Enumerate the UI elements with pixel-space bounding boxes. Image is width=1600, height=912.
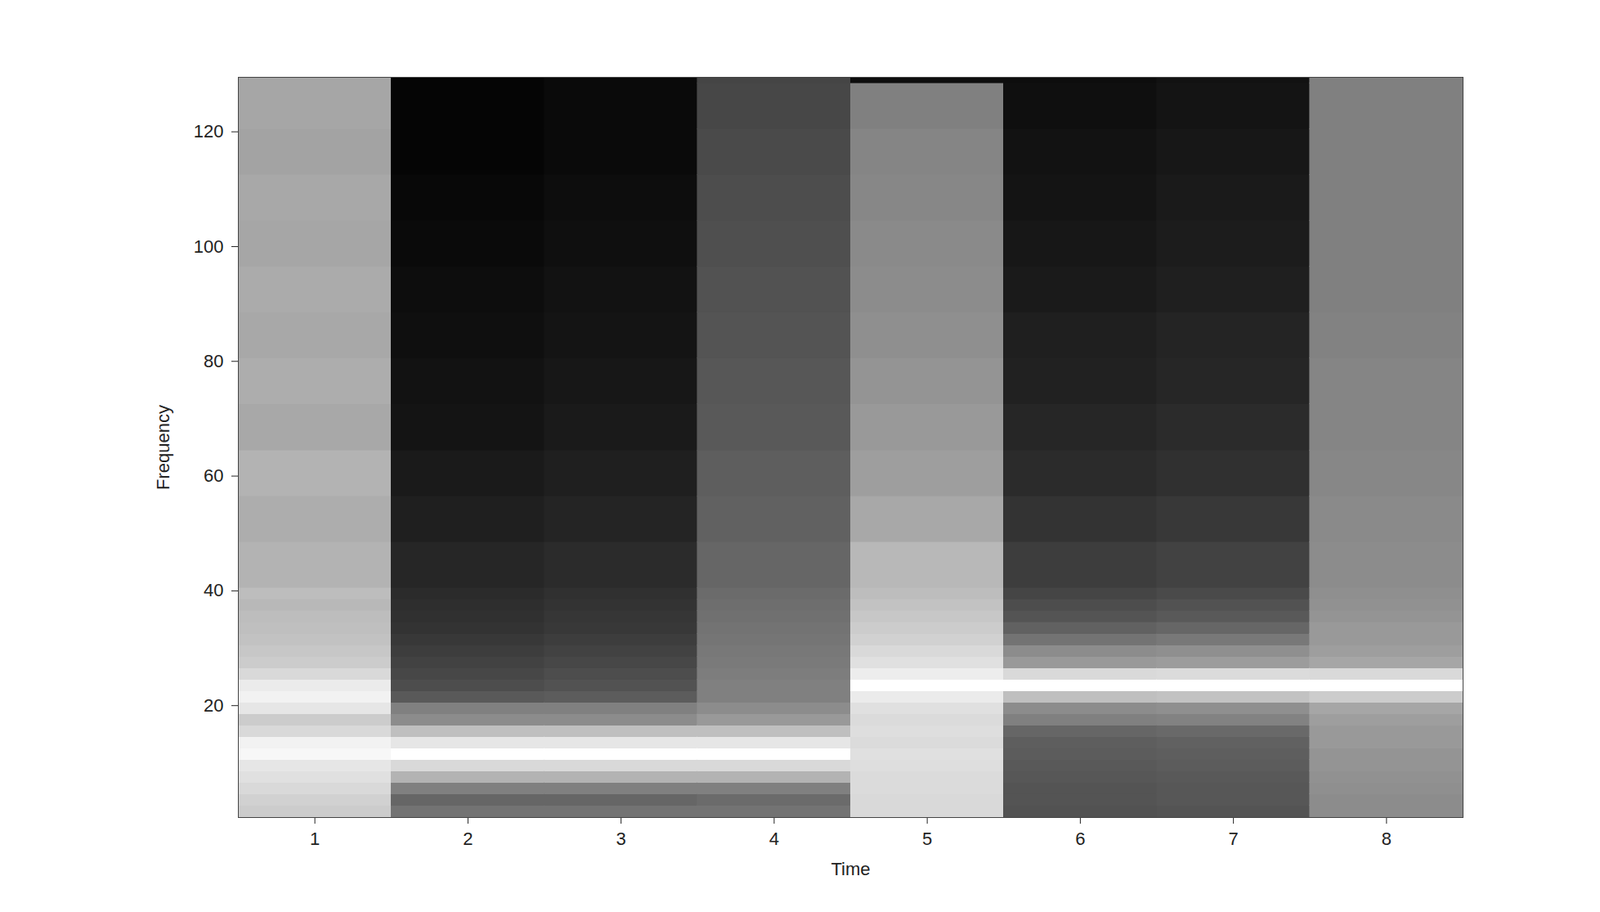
svg-text:2: 2 [462, 828, 473, 849]
svg-text:100: 100 [193, 235, 225, 256]
svg-text:Frequency: Frequency [152, 404, 174, 490]
svg-text:5: 5 [922, 828, 933, 849]
svg-text:3: 3 [616, 828, 627, 849]
svg-text:40: 40 [203, 579, 224, 601]
svg-text:1: 1 [309, 828, 320, 849]
svg-text:60: 60 [203, 465, 224, 486]
svg-text:20: 20 [203, 694, 224, 716]
svg-text:4: 4 [769, 828, 780, 849]
svg-text:Time: Time [830, 858, 870, 879]
svg-text:120: 120 [193, 121, 225, 142]
svg-text:7: 7 [1228, 828, 1239, 849]
svg-text:8: 8 [1381, 828, 1392, 849]
svg-text:6: 6 [1075, 828, 1085, 849]
svg-text:80: 80 [203, 350, 224, 372]
